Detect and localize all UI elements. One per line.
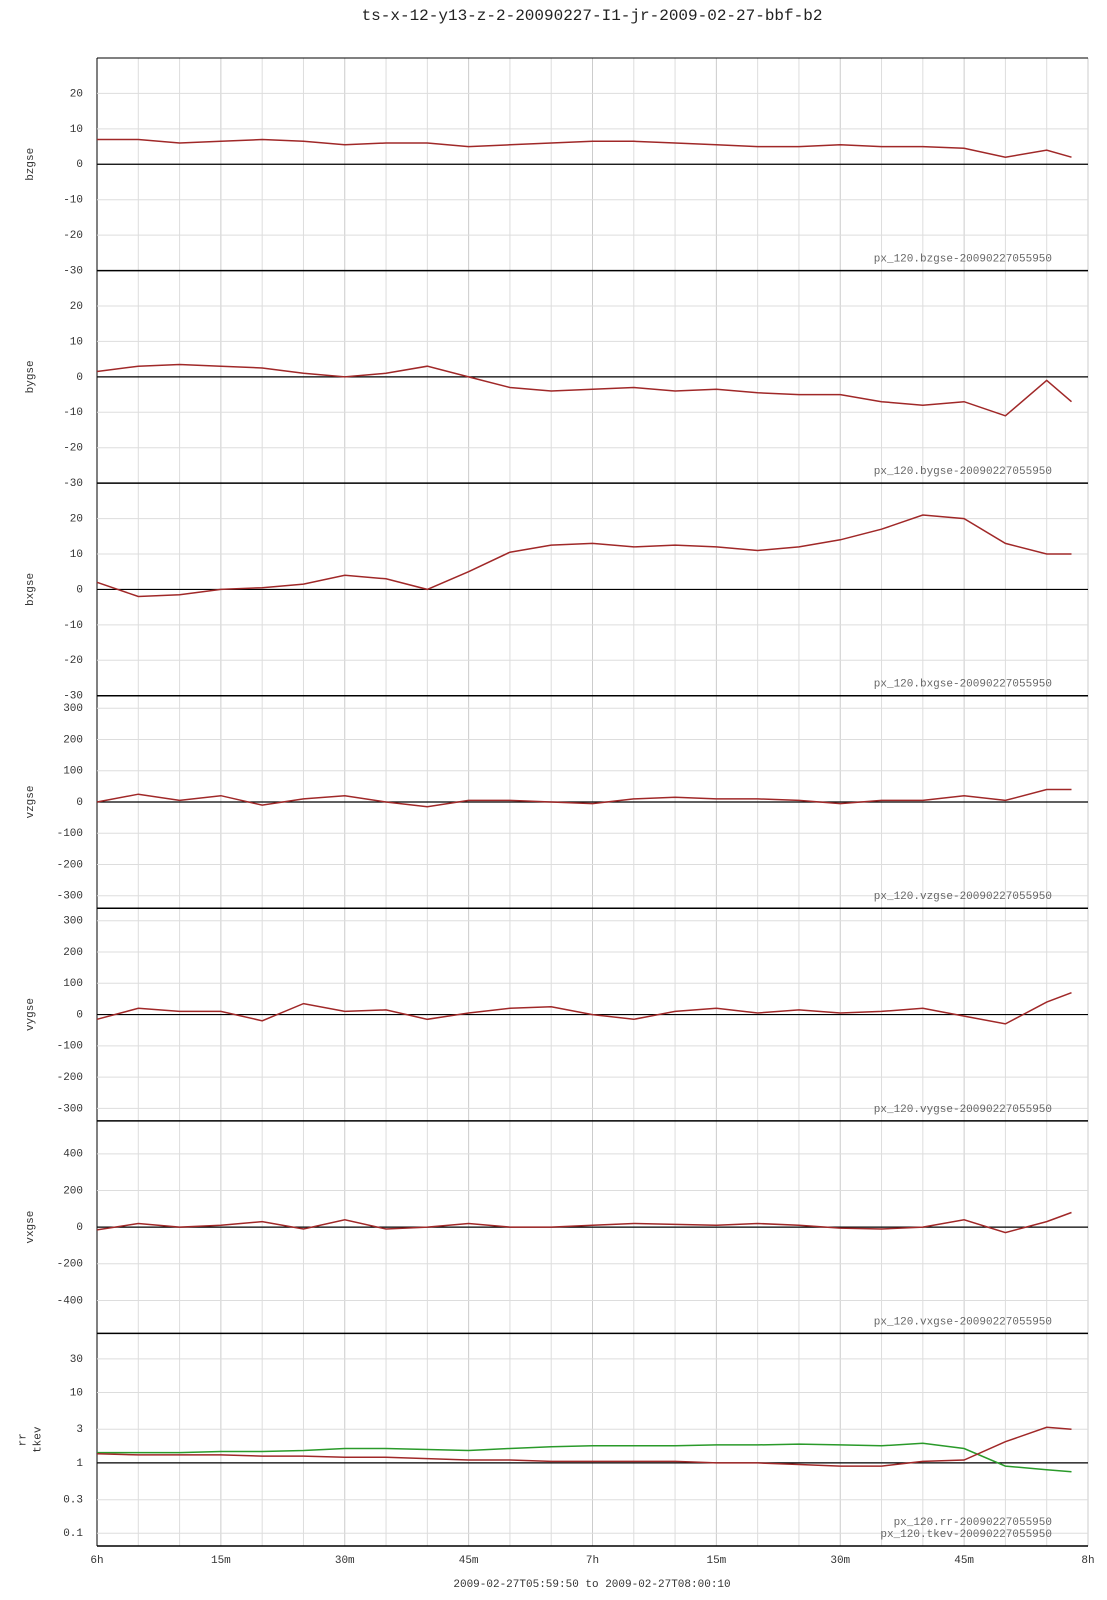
y-tick-label: -10 xyxy=(63,195,83,207)
legend-entry: px_120.vxgse-20090227055950 xyxy=(874,1316,1052,1328)
y-tick-label: -100 xyxy=(57,828,83,840)
y-tick-label: -300 xyxy=(57,1103,83,1115)
legend-entry: px_120.bzgse-20090227055950 xyxy=(874,253,1052,265)
y-tick-label: 100 xyxy=(63,978,83,990)
y-tick-label: 0 xyxy=(76,1009,83,1021)
y-tick-label: -20 xyxy=(63,655,83,667)
y-tick-label: 300 xyxy=(63,916,83,928)
y-tick-label: -30 xyxy=(63,691,83,703)
y-tick-label: 10 xyxy=(70,124,83,136)
y-tick-label: 20 xyxy=(70,88,83,100)
legend-entry: px_120.bxgse-20090227055950 xyxy=(874,679,1052,691)
y-tick-label: 20 xyxy=(70,301,83,313)
y-tick-label: 1 xyxy=(76,1458,83,1470)
y-tick-label: 0.1 xyxy=(63,1528,83,1540)
x-tick-label: 45m xyxy=(954,1555,974,1567)
y-tick-label: -200 xyxy=(57,1072,83,1084)
series-line xyxy=(97,1442,1072,1473)
y-tick-label: 0.3 xyxy=(63,1495,83,1507)
x-tick-label: 15m xyxy=(706,1555,726,1567)
x-tick-label: 8h xyxy=(1081,1555,1094,1567)
y-tick-label: 100 xyxy=(63,766,83,778)
y-tick-label: 3 xyxy=(76,1424,83,1436)
x-tick-label: 30m xyxy=(335,1555,355,1567)
x-tick-label: 6h xyxy=(90,1555,103,1567)
y-tick-label: 300 xyxy=(63,703,83,715)
y-tick-label: -20 xyxy=(63,230,83,242)
y-axis-label: tkev xyxy=(32,1426,44,1453)
legend-entry: px_120.vzgse-20090227055950 xyxy=(874,891,1052,903)
y-tick-label: 0 xyxy=(76,1222,83,1234)
y-tick-label: -200 xyxy=(57,859,83,871)
chart-title: ts-x-12-y13-z-2-20090227-I1-jr-2009-02-2… xyxy=(362,7,823,25)
legend-entry: px_120.vygse-20090227055950 xyxy=(874,1104,1052,1116)
x-axis-label: 2009-02-27T05:59:50 to 2009-02-27T08:00:… xyxy=(453,1579,730,1591)
x-tick-label: 30m xyxy=(830,1555,850,1567)
y-tick-label: 200 xyxy=(63,1185,83,1197)
series-line xyxy=(96,1426,1072,1467)
y-tick-label: 200 xyxy=(63,947,83,959)
y-tick-label: 400 xyxy=(63,1149,83,1161)
y-tick-label: 20 xyxy=(70,513,83,525)
y-tick-label: 200 xyxy=(63,734,83,746)
legend-entry: px_120.tkev-20090227055950 xyxy=(880,1529,1052,1541)
series-line xyxy=(96,788,1072,808)
y-tick-label: 0 xyxy=(76,372,83,384)
series-line xyxy=(96,514,1072,598)
y-tick-label: 30 xyxy=(70,1354,83,1366)
y-tick-label: 10 xyxy=(70,549,83,561)
series-line xyxy=(96,363,1072,417)
y-axis-label: bygse xyxy=(25,360,37,393)
y-tick-label: -10 xyxy=(63,407,83,419)
y-tick-label: -400 xyxy=(57,1295,83,1307)
y-axis-label: bxgse xyxy=(25,573,37,606)
y-tick-label: -10 xyxy=(63,620,83,632)
y-tick-label: 0 xyxy=(76,797,83,809)
y-axis-label: bzgse xyxy=(25,148,37,181)
y-tick-label: -100 xyxy=(57,1041,83,1053)
y-tick-label: -30 xyxy=(63,478,83,490)
x-tick-label: 45m xyxy=(459,1555,479,1567)
y-axis-label: vxgse xyxy=(25,1211,37,1244)
legend-entry: px_120.bygse-20090227055950 xyxy=(874,466,1052,478)
y-tick-label: 0 xyxy=(76,584,83,596)
series-line xyxy=(96,991,1072,1025)
y-tick-label: -30 xyxy=(63,265,83,277)
series-line xyxy=(97,138,1072,158)
y-tick-label: 0 xyxy=(76,159,83,171)
y-axis-label: vzgse xyxy=(25,785,37,818)
y-tick-label: 10 xyxy=(70,1387,83,1399)
y-tick-label: -300 xyxy=(57,891,83,903)
y-tick-label: -200 xyxy=(57,1259,83,1271)
y-axis-label: rr xyxy=(17,1433,29,1446)
y-tick-label: 10 xyxy=(70,336,83,348)
y-axis-label: vygse xyxy=(25,998,37,1031)
series-line xyxy=(96,1211,1072,1234)
x-tick-label: 15m xyxy=(211,1555,231,1567)
y-tick-label: -20 xyxy=(63,443,83,455)
x-tick-label: 7h xyxy=(586,1555,599,1567)
legend-entry: px_120.rr-20090227055950 xyxy=(894,1517,1052,1529)
